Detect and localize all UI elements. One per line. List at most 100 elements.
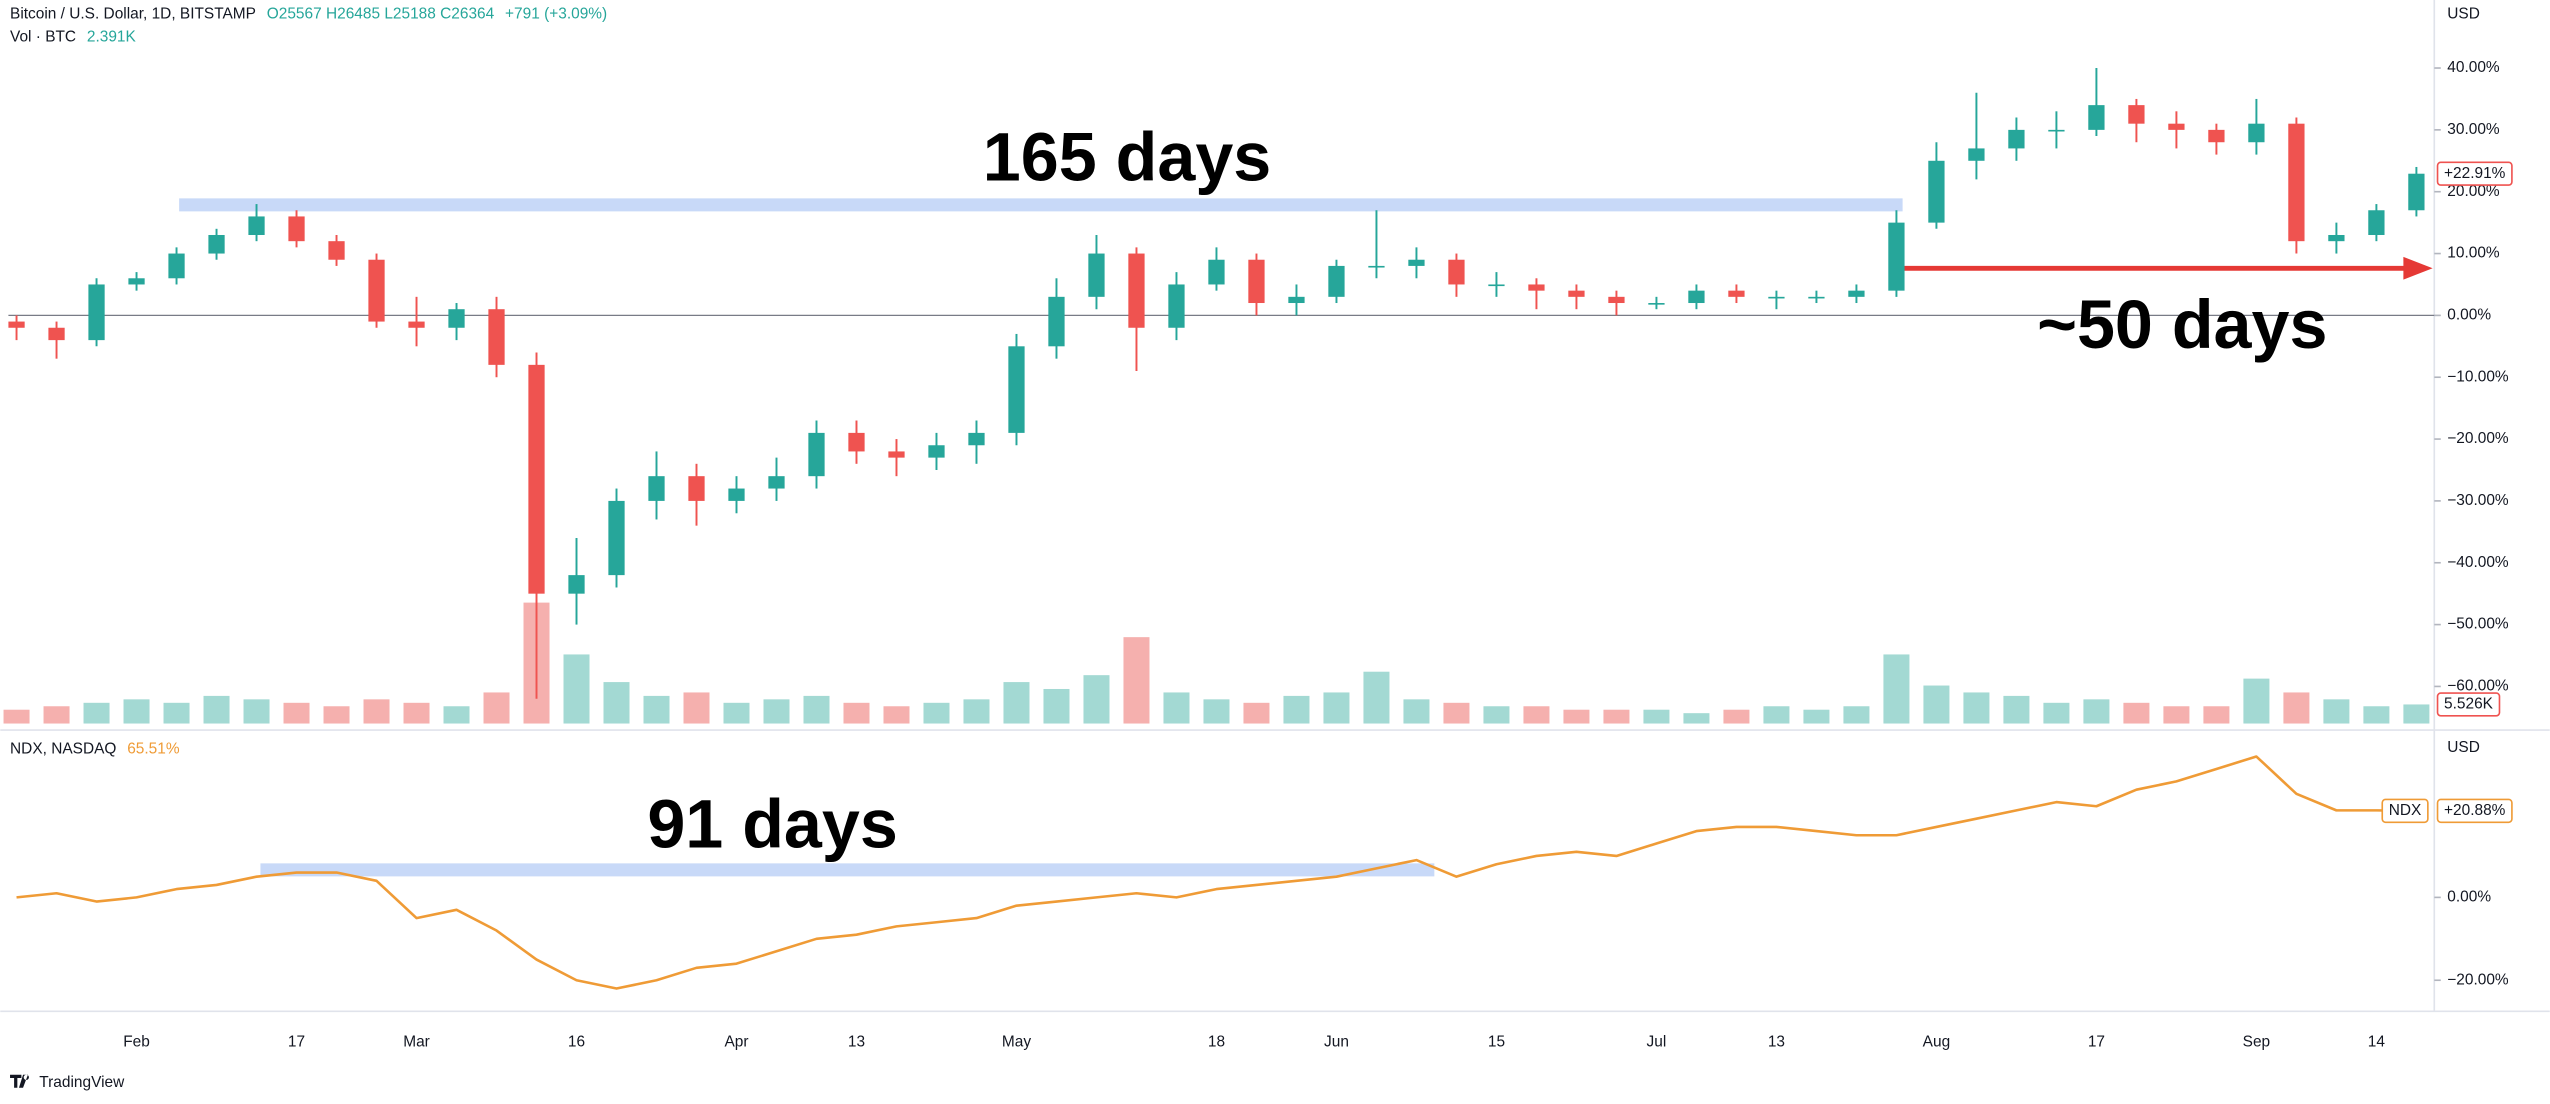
volume-bar (723, 702, 750, 724)
volume-bar (683, 692, 710, 724)
candle-body (2208, 129, 2225, 143)
candle-body (928, 445, 945, 458)
annotation: 91 days (647, 786, 897, 862)
candle-body (528, 364, 545, 594)
price-badge-label: 5.526K (2444, 696, 2494, 713)
volume-bar (763, 699, 790, 724)
candle-body (128, 278, 145, 285)
compare-header: NDX, NASDAQ 65.51% (10, 741, 180, 758)
candle-body (1128, 253, 1145, 328)
volume-bar (43, 706, 70, 724)
volume-bar (1363, 671, 1390, 724)
price-badge-label: +22.91% (2444, 165, 2506, 182)
y-tick-label: 10.00% (2447, 245, 2500, 262)
volume-bar (1123, 637, 1150, 724)
volume-value: 2.391K (87, 28, 137, 45)
price-badge-label: NDX (2389, 802, 2422, 819)
volume-bar (1883, 654, 1910, 724)
volume-bar (1323, 692, 1350, 724)
candle-body (408, 321, 425, 328)
volume-bar (1003, 682, 1030, 724)
x-tick-label: Jul (1647, 1033, 1667, 1050)
candle-body (1208, 259, 1225, 285)
volume-bar (1283, 695, 1310, 724)
ohlc-values: O25567 H26485 L25188 C26364 (267, 6, 495, 23)
candle-body (2368, 210, 2385, 235)
volume-bar (1843, 706, 1870, 724)
candle-body (2288, 123, 2305, 242)
candle-body (168, 253, 185, 279)
candle-body (488, 309, 505, 365)
price-badge-label: +20.88% (2444, 802, 2506, 819)
volume-bar (1403, 699, 1430, 724)
y-tick-label: −20.00% (2447, 430, 2509, 447)
currency-label: USD (2447, 6, 2480, 23)
volume-bar (323, 706, 350, 724)
x-tick-label: 14 (2368, 1033, 2386, 1050)
x-tick-label: 15 (1488, 1033, 1505, 1050)
y-tick-label: 0.00% (2447, 888, 2491, 905)
x-tick-label: 13 (848, 1033, 865, 1050)
candle-body (2128, 105, 2145, 124)
candle-body (1888, 222, 1905, 291)
volume-bar (923, 702, 950, 724)
plot-layer: 40.00% 30.00% 20.00% 10.00% 0.00% −10.00% −20.… (3, 59, 2513, 1050)
volume-bar (123, 699, 150, 724)
symbol-title: Bitcoin / U.S. Dollar, 1D, BITSTAMP (10, 6, 256, 23)
y-tick-label: −20.00% (2447, 971, 2509, 988)
volume-bar (1083, 675, 1110, 724)
volume-bar (243, 699, 270, 724)
currency-label: USD (2447, 739, 2480, 756)
candle-body (88, 284, 105, 341)
y-tick-label: −60.00% (2447, 678, 2509, 695)
volume-bar (403, 702, 430, 724)
x-tick-label: 18 (1208, 1033, 1225, 1050)
brand-logo (10, 1074, 29, 1088)
candle-body (848, 432, 865, 452)
candle-body (728, 488, 745, 501)
legend-header: Bitcoin / U.S. Dollar, 1D, BITSTAMP O255… (10, 6, 607, 23)
highlight-bar (179, 198, 1903, 212)
x-tick-label: May (1002, 1033, 1031, 1050)
volume-bar (203, 695, 230, 724)
volume-bar (83, 702, 110, 724)
y-tick-label: −10.00% (2447, 368, 2509, 385)
candle-body (208, 234, 225, 254)
x-tick-label: Mar (403, 1033, 430, 1050)
candle-body (688, 476, 705, 501)
candle-body (1568, 290, 1585, 297)
candle-body (248, 216, 265, 235)
candle-body (48, 327, 65, 341)
candle-body (1368, 265, 1385, 268)
volume-bar (363, 699, 390, 724)
x-tick-label: Sep (2243, 1033, 2270, 1050)
volume-header: Vol · BTC 2.391K (10, 28, 136, 45)
volume-bar (883, 706, 910, 724)
y-tick-label: 30.00% (2447, 121, 2500, 138)
candle-body (2408, 173, 2425, 211)
candle-body (888, 451, 905, 458)
volume-bar (1923, 685, 1950, 724)
candle-body (1648, 303, 1665, 305)
annotation: 165 days (983, 120, 1271, 196)
volume-bar (1723, 709, 1750, 724)
volume-bar (1483, 706, 1510, 724)
candle-body (2048, 129, 2065, 132)
volume-bar (2283, 692, 2310, 724)
brand-name: TradingView (39, 1074, 125, 1091)
x-tick-label: 16 (568, 1033, 585, 1050)
candle-body (1928, 160, 1945, 223)
candle-body (608, 500, 625, 576)
candle-body (1968, 148, 1985, 161)
candle-body (2328, 234, 2345, 242)
annotation: ~50 days (2037, 287, 2327, 363)
candle-body (1448, 259, 1465, 285)
candle-body (288, 216, 305, 242)
volume-bar (1603, 709, 1630, 724)
candle-body (1488, 284, 1505, 287)
y-tick-label: −40.00% (2447, 554, 2509, 571)
volume-bar (563, 654, 590, 724)
x-tick-label: Apr (724, 1033, 748, 1050)
candle-body (1528, 284, 1545, 291)
